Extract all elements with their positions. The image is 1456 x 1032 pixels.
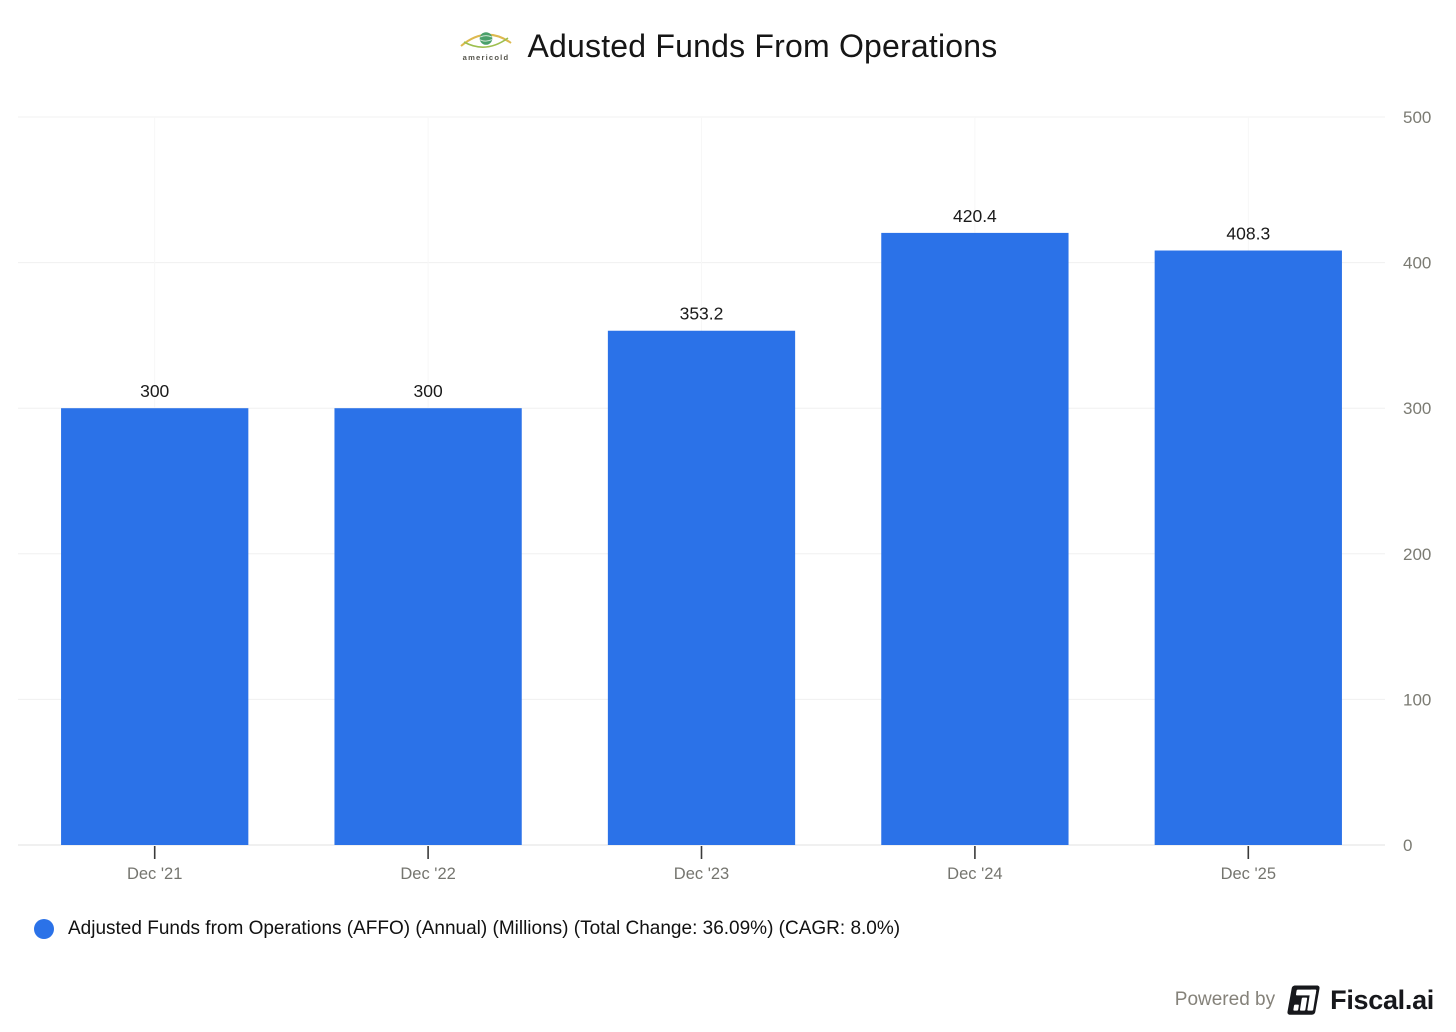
- bar-dec25[interactable]: [1154, 250, 1342, 845]
- y-axis-label: 500: [1403, 108, 1431, 127]
- logo-wordmark: americold: [463, 53, 510, 62]
- logo-arc-green: [464, 37, 509, 48]
- logo-globe-lines: [480, 35, 493, 42]
- bar-dec21[interactable]: [61, 408, 249, 845]
- americold-logo: americold: [460, 32, 513, 62]
- bar-dec24[interactable]: [881, 232, 1069, 846]
- affo-bar-chart: 0 100 200 300 400 500 300 Dec '21 300 Dec '22 353.…: [18, 108, 1431, 883]
- x-axis-label: Dec '24: [947, 865, 1002, 883]
- bar-value-label: 300: [140, 381, 169, 401]
- bar-dec23[interactable]: [607, 330, 796, 845]
- bar-value-label: 408.3: [1226, 224, 1270, 244]
- x-axis-label: Dec '25: [1221, 865, 1276, 883]
- chart-header: americold Adusted Funds From Operations: [0, 26, 1456, 66]
- logo-globe: [480, 32, 493, 45]
- legend-item[interactable]: Adjusted Funds from Operations (AFFO) (A…: [34, 918, 900, 940]
- y-axis-label: 0: [1403, 836, 1412, 855]
- legend-marker-icon: [34, 919, 54, 939]
- chart-title: Adusted Funds From Operations: [527, 27, 998, 64]
- fiscal-logo-grid: [1293, 989, 1317, 1011]
- brand-name[interactable]: Fiscal.ai: [1330, 984, 1434, 1015]
- bar-dec22[interactable]: [334, 408, 522, 845]
- powered-by-text: Powered by: [1174, 989, 1276, 1010]
- bar-value-label: 353.2: [680, 304, 724, 324]
- y-axis-label: 400: [1403, 254, 1431, 273]
- bar-value-label: 300: [413, 381, 442, 401]
- fiscal-ai-logo-icon[interactable]: [1284, 983, 1321, 1017]
- attribution: Powered by Fiscal.ai: [1175, 983, 1434, 1017]
- bar-value-label: 420.4: [953, 206, 997, 226]
- y-axis-label: 100: [1403, 690, 1431, 709]
- x-axis-label: Dec '21: [127, 865, 182, 883]
- x-axis-label: Dec '23: [674, 865, 729, 883]
- y-axis-label: 300: [1403, 399, 1431, 418]
- y-axis-label: 200: [1403, 545, 1431, 564]
- legend-label: Adjusted Funds from Operations (AFFO) (A…: [68, 918, 901, 939]
- x-axis-label: Dec '22: [400, 865, 455, 883]
